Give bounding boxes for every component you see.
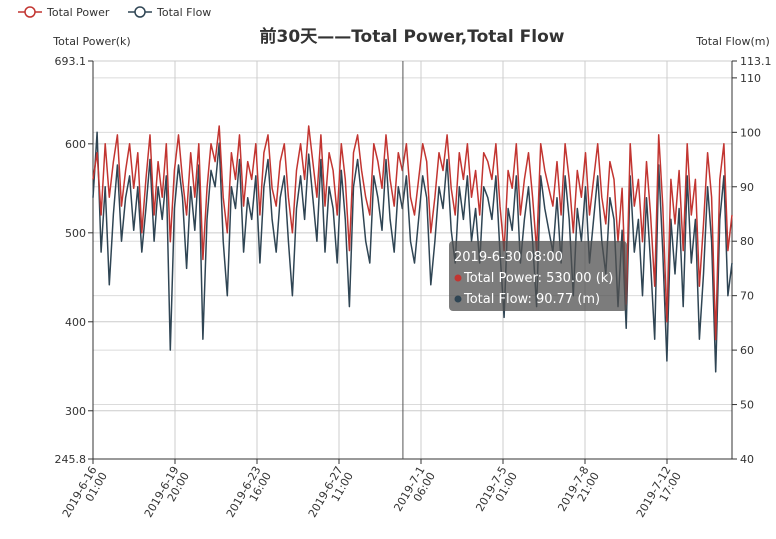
legend-label-power: Total Power bbox=[46, 6, 110, 19]
x-tick-label: 2019-7-821:00 bbox=[555, 464, 602, 520]
circle-line-icon bbox=[134, 6, 146, 18]
tooltip: 2019-6-30 08:00 Total Power: 530.00 (k) To… bbox=[449, 241, 627, 311]
x-tick-label: 2019-7-106:00 bbox=[391, 464, 438, 520]
y-left-tick-label: 600 bbox=[65, 138, 86, 151]
grid bbox=[92, 60, 732, 460]
y-left-tick-label: 245.8 bbox=[55, 453, 87, 466]
tooltip-header: 2019-6-30 08:00 bbox=[454, 250, 563, 265]
y-right-tick-label: 80 bbox=[740, 235, 754, 248]
tooltip-row: Total Power: 530.00 (k) bbox=[463, 271, 613, 286]
y-left-tick-label: 300 bbox=[65, 405, 86, 418]
y-right-tick-label: 90 bbox=[740, 181, 754, 194]
tooltip-row: Total Flow: 90.77 (m) bbox=[463, 292, 600, 307]
x-tick-label: 2019-6-2316:00 bbox=[224, 464, 274, 526]
x-tick-label: 2019-6-1601:00 bbox=[60, 464, 110, 526]
legend[interactable]: Total Power Total Flow bbox=[18, 6, 211, 19]
tooltip-box bbox=[449, 241, 627, 311]
y-left-tick-label: 500 bbox=[65, 227, 86, 240]
y-right-tick-label: 113.1 bbox=[740, 55, 772, 68]
x-tick-label: 2019-7-501:00 bbox=[473, 464, 520, 520]
chart-title: 前30天——Total Power,Total Flow bbox=[260, 26, 565, 47]
y-right-tick-label: 70 bbox=[740, 290, 754, 303]
tooltip-dot bbox=[454, 295, 462, 303]
series-group bbox=[92, 125, 733, 373]
y-right-tick-label: 100 bbox=[740, 126, 761, 139]
y-right-tick-label: 50 bbox=[740, 399, 754, 412]
y-right-tick-label: 40 bbox=[740, 453, 754, 466]
y-right-axis-name: Total Flow(m) bbox=[695, 35, 770, 48]
x-tick-label: 2019-6-1920:00 bbox=[142, 464, 192, 526]
y-left-axis-name: Total Power(k) bbox=[52, 35, 130, 48]
y-right-tick-label: 110 bbox=[740, 72, 761, 85]
x-tick-label: 2019-7-1217:00 bbox=[634, 464, 684, 526]
legend-item-power[interactable]: Total Power bbox=[18, 6, 110, 19]
y-left-tick-label: 400 bbox=[65, 316, 86, 329]
legend-label-flow: Total Flow bbox=[156, 6, 211, 19]
y-right-tick-label: 60 bbox=[740, 344, 754, 357]
y-left-tick-label: 693.1 bbox=[55, 55, 87, 68]
tooltip-dot bbox=[454, 274, 462, 282]
circle-line-icon bbox=[24, 6, 36, 18]
x-tick-label: 2019-6-2711:00 bbox=[306, 464, 356, 526]
series-line-total-flow bbox=[92, 131, 733, 373]
legend-item-flow[interactable]: Total Flow bbox=[128, 6, 211, 19]
